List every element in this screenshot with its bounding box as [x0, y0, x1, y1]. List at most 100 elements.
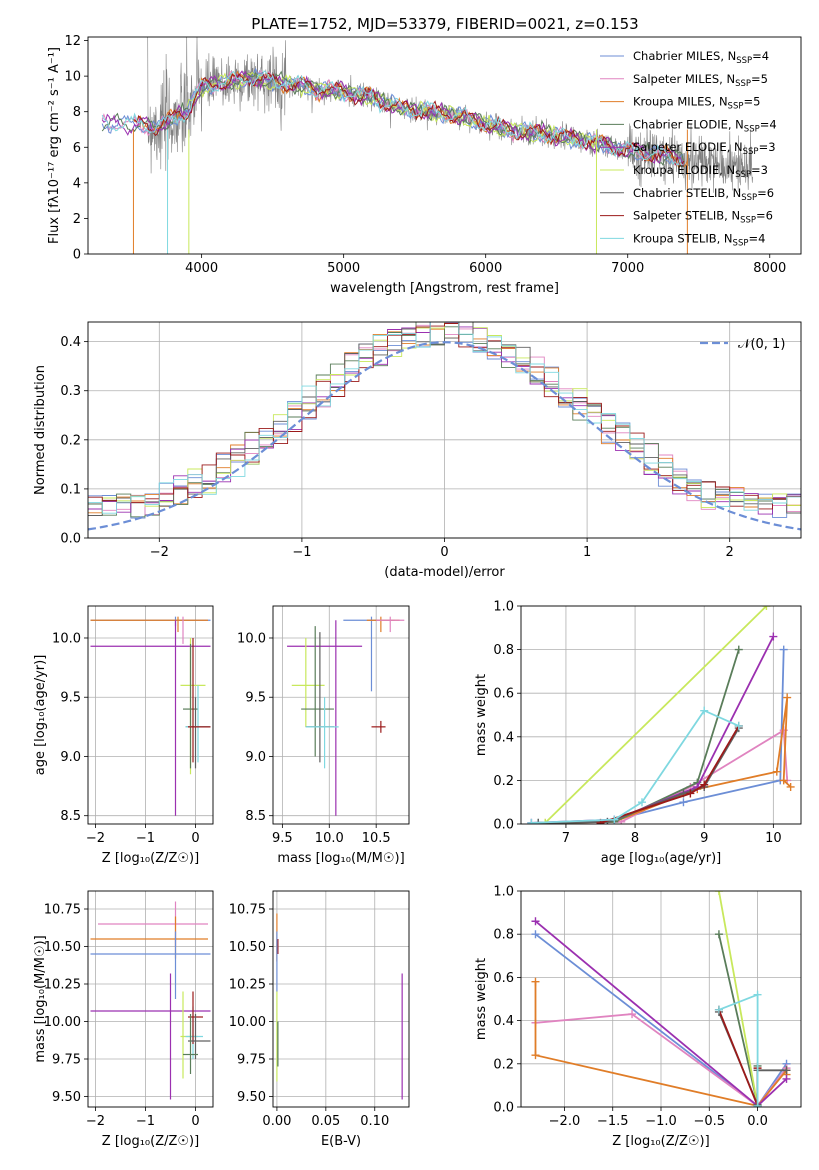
legend-label-main: Kroupa MILES, N [633, 95, 728, 109]
mass_vs_Z-plot-area [90, 901, 211, 1100]
x-tick-label: 7000 [611, 261, 644, 276]
x-tick-label: −0.5 [693, 1114, 725, 1129]
legend-label-main: Salpeter STELIB, N [633, 209, 740, 223]
x-tick-label: 4000 [185, 261, 218, 276]
model-spectrum [101, 70, 684, 164]
mass-weight-marker [700, 706, 709, 715]
mass-weight-marker [753, 990, 762, 999]
legend-label-sub: SSP [735, 170, 751, 180]
x-tick-label: 0.00 [262, 1114, 291, 1129]
residual_histogram-frame [87, 321, 802, 539]
x-tick-label: 10.0 [315, 831, 344, 846]
spectrum-frame [87, 36, 802, 255]
y-axis-label: mass weight [474, 958, 489, 1040]
legend-label-sub: SSP [733, 238, 749, 248]
mass_weight_vs_age-frame [520, 605, 802, 825]
spectrum-axes: 4000 5000 6000 7000 8000 0 2 4 6 8 10 12 wavelength … [47, 34, 802, 296]
mass_vs_EBV-axes: 0.00 0.05 0.10 9.50 9.75 10.00 10.25 10.50 10.75… [229, 890, 410, 1149]
x-tick-label: 0.05 [311, 1114, 340, 1129]
mass-weight-marker [714, 891, 723, 895]
y-tick-label: 6 [73, 141, 81, 156]
figure-title: PLATE=1752, MJD=53379, FIBERID=0021, z=0… [251, 15, 638, 33]
residual-histogram-step [88, 323, 801, 510]
y-axis-label: mass [log₁₀(M/M☉)] [33, 935, 48, 1062]
y-tick-label: 8 [73, 105, 81, 120]
y-tick-label: 4 [73, 176, 81, 191]
x-tick-label: 1 [583, 545, 591, 560]
mass-weight-line [545, 697, 792, 824]
x-tick-label: −1.0 [645, 1114, 677, 1129]
legend-label-tail: =6 [757, 186, 774, 200]
model-spectrum [101, 70, 684, 168]
mass-weight-marker [714, 1005, 723, 1014]
x-axis-label: Z [log₁₀(Z/Z☉)] [102, 851, 199, 866]
y-tick-label: 0.0 [493, 1101, 514, 1116]
y-tick-label: 2 [73, 212, 81, 227]
legend-label: Chabrier MILES, NSSP=4 [633, 49, 769, 66]
x-axis-label: wavelength [Angstrom, rest frame] [330, 281, 559, 296]
y-tick-label: 10.0 [237, 631, 266, 646]
x-tick-label: −2 [86, 1114, 105, 1129]
y-tick-label: 9.5 [245, 691, 266, 706]
x-tick-label: −2 [150, 545, 169, 560]
x-axis-label: E(B-V) [321, 1134, 361, 1149]
x-axis-label: (data-model)/error [384, 565, 505, 580]
y-tick-label: 1.0 [493, 885, 514, 900]
y-tick-label: 10 [64, 70, 81, 85]
x-tick-label: 9 [700, 831, 708, 846]
legend-label-sub: SSP [735, 79, 751, 89]
y-tick-label: 9.5 [60, 691, 81, 706]
legend-label-tail: =5 [751, 72, 768, 86]
y-tick-label: 10.50 [229, 940, 266, 955]
x-tick-label: −1 [292, 545, 311, 560]
y-tick-label: 0.8 [493, 643, 514, 658]
legend-label: Kroupa ELODIE, NSSP=3 [633, 163, 768, 180]
legend-label-sub: SSP [743, 147, 759, 157]
legend-label-sub: SSP [741, 193, 757, 203]
model-spectrum [133, 71, 685, 166]
legend-label-sub: SSP [740, 216, 756, 226]
residual_histogram-axes: −2 −1 0 1 2 0.0 0.1 0.2 0.3 0.4 (data-model)/error… [33, 321, 802, 580]
x-tick-label: 5000 [327, 261, 360, 276]
x-tick-label: 7 [562, 831, 570, 846]
y-tick-label: 10.75 [44, 903, 81, 918]
mass-weight-marker [734, 721, 743, 730]
y-tick-label: 10.25 [44, 978, 81, 993]
mass-weight-line [718, 891, 759, 1107]
mass-weight-line [538, 649, 785, 824]
legend-label-sub: SSP [744, 124, 760, 134]
legend-label-tail: =4 [748, 231, 765, 245]
legend-label-tail: =3 [751, 163, 768, 177]
y-tick-label: 0.4 [493, 730, 514, 745]
age_vs_mass-plot-area [287, 616, 405, 816]
x-axis-label: age [log₁₀(age/yr)] [601, 851, 722, 866]
mass_weight_vs_Z-frame [520, 890, 802, 1108]
x-tick-label: −1 [136, 1114, 155, 1129]
mass-weight-marker [531, 917, 540, 926]
y-tick-label: 8.5 [60, 809, 81, 824]
y-tick-label: 9.50 [52, 1090, 81, 1105]
y-tick-label: 8.5 [245, 809, 266, 824]
x-tick-label: 6000 [469, 261, 502, 276]
legend-label-main: Chabrier STELIB, N [633, 186, 741, 200]
x-tick-label: −2 [86, 831, 105, 846]
mass-weight-marker [679, 798, 688, 807]
y-tick-label: 0.3 [60, 384, 81, 399]
legend-label: Chabrier ELODIE, NSSP=4 [633, 117, 777, 134]
y-tick-label: 9.0 [60, 750, 81, 765]
age_vs_mass-frame [272, 605, 410, 825]
mass-weight-marker [686, 789, 695, 798]
y-tick-label: 10.50 [44, 940, 81, 955]
x-tick-label: −1 [136, 831, 155, 846]
legend-label: Kroupa MILES, NSSP=5 [633, 95, 760, 112]
y-tick-label: 10.25 [229, 978, 266, 993]
x-tick-label: 9.5 [272, 831, 293, 846]
mass-weight-marker [610, 815, 619, 824]
y-axis-label: mass weight [474, 674, 489, 756]
y-tick-label: 0.6 [493, 971, 514, 986]
legend-label-main: Salpeter MILES, N [633, 72, 735, 86]
y-tick-label: 1.0 [493, 600, 514, 615]
y-tick-label: 0.2 [493, 774, 514, 789]
mass-weight-marker [527, 818, 536, 824]
